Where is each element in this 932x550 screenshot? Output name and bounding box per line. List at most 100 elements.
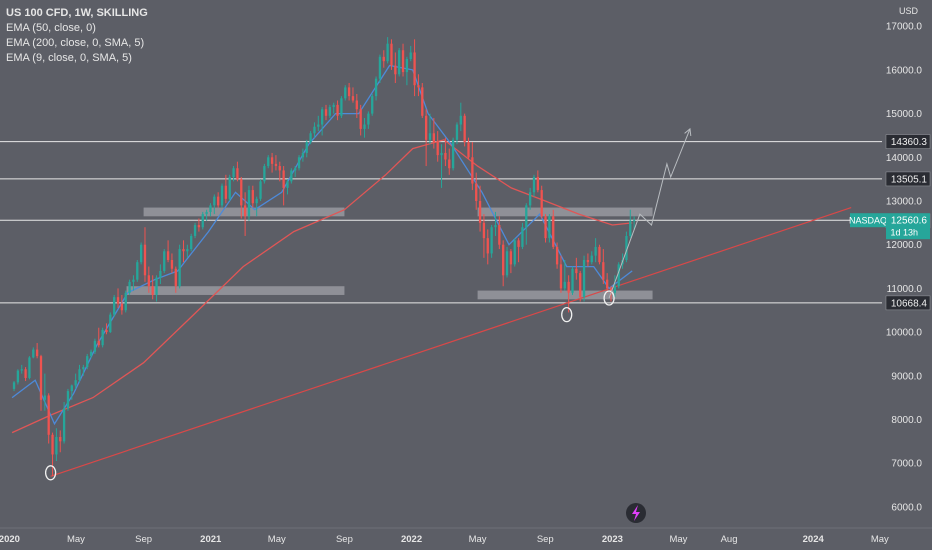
price-level-tag [885, 134, 931, 149]
candle [440, 144, 443, 188]
candle-body [163, 251, 166, 271]
candle-body [494, 225, 497, 228]
candle-body [55, 436, 58, 455]
currency-label: USD [899, 6, 919, 16]
candle-body [405, 58, 409, 73]
time-tick-label: 2021 [200, 534, 222, 545]
candle-body [147, 275, 150, 287]
candle [124, 290, 127, 313]
candle-body [305, 142, 308, 153]
candle-body [47, 395, 50, 435]
candle-body [12, 382, 16, 389]
candle-body [436, 142, 439, 156]
candle [186, 244, 189, 258]
candle [374, 76, 378, 101]
candle [478, 185, 482, 232]
candle [471, 142, 474, 191]
candle [143, 227, 147, 282]
candle-body [513, 240, 516, 265]
candle [336, 100, 339, 121]
candle-body [263, 166, 266, 182]
candle [513, 238, 516, 267]
candle [579, 270, 582, 302]
candle-body [301, 152, 305, 158]
candle-body [20, 369, 23, 371]
candle [263, 163, 266, 184]
price-tick-label: 6000.0 [891, 502, 922, 513]
candle-body [528, 192, 532, 206]
candle [344, 85, 347, 101]
candle-body [378, 56, 382, 79]
candle [12, 381, 16, 392]
candle [220, 183, 224, 208]
candle-body [629, 220, 632, 236]
time-tick-label: Sep [537, 534, 554, 545]
candle [43, 373, 46, 411]
candle-body [613, 286, 617, 293]
candle-body [197, 225, 201, 228]
candle-body [267, 157, 270, 167]
candle-body [424, 115, 428, 140]
candle-body [421, 87, 424, 116]
candle [340, 96, 343, 118]
candle [401, 43, 405, 77]
candle [424, 109, 428, 167]
time-tick-label: May [268, 534, 286, 545]
price-tick-label: 9000.0 [891, 371, 922, 382]
candle [282, 166, 285, 206]
candle-body [351, 96, 355, 101]
legend-line-ema200[interactable]: EMA (200, close, 0, SMA, 5) [6, 37, 145, 49]
candle [598, 244, 601, 265]
candle [109, 312, 112, 333]
candle [347, 83, 351, 101]
candle-body [155, 277, 158, 295]
candle-body [567, 281, 570, 293]
lightning-icon-bolt [632, 505, 640, 521]
legend-title[interactable]: US 100 CFD, 1W, SKILLING [6, 7, 148, 19]
candle [93, 338, 97, 354]
candle [386, 37, 389, 64]
candle-body [428, 133, 432, 140]
candle [255, 196, 258, 217]
candle-body [525, 205, 528, 228]
candle [317, 115, 320, 132]
candle [320, 107, 324, 136]
candle [517, 238, 520, 263]
legend-line-ema9[interactable]: EMA (9, close, 0, SMA, 5) [6, 52, 132, 64]
price-level-tag [885, 295, 931, 311]
candle-body [282, 170, 285, 188]
candle-body [332, 104, 335, 108]
candle [559, 255, 563, 293]
candle [178, 244, 181, 289]
candle-body [209, 205, 212, 212]
legend-line-ema50[interactable]: EMA (50, close, 0) [6, 22, 96, 34]
candle-body [278, 166, 281, 171]
candle-body [35, 349, 39, 357]
candle [251, 185, 254, 208]
candle [286, 179, 289, 195]
candle [35, 343, 39, 359]
candle [536, 170, 539, 193]
candle [247, 185, 251, 221]
time-tick-label: Aug [721, 534, 738, 545]
candle-body [70, 385, 73, 392]
projection-path [608, 128, 691, 299]
candle-body [451, 139, 455, 169]
candle-body [294, 168, 297, 171]
candle [297, 155, 301, 171]
candle-body [617, 264, 620, 287]
candle [24, 367, 27, 382]
candle [224, 174, 228, 204]
ema50-line [11, 139, 633, 434]
candle [155, 275, 158, 302]
candle-body [606, 279, 609, 289]
candle [197, 218, 201, 232]
time-tick-label: May [469, 534, 487, 545]
candle [548, 214, 551, 243]
candle [394, 52, 397, 84]
candle [136, 260, 139, 282]
pivot-circle-marker [603, 290, 615, 306]
candle-body [448, 159, 451, 169]
